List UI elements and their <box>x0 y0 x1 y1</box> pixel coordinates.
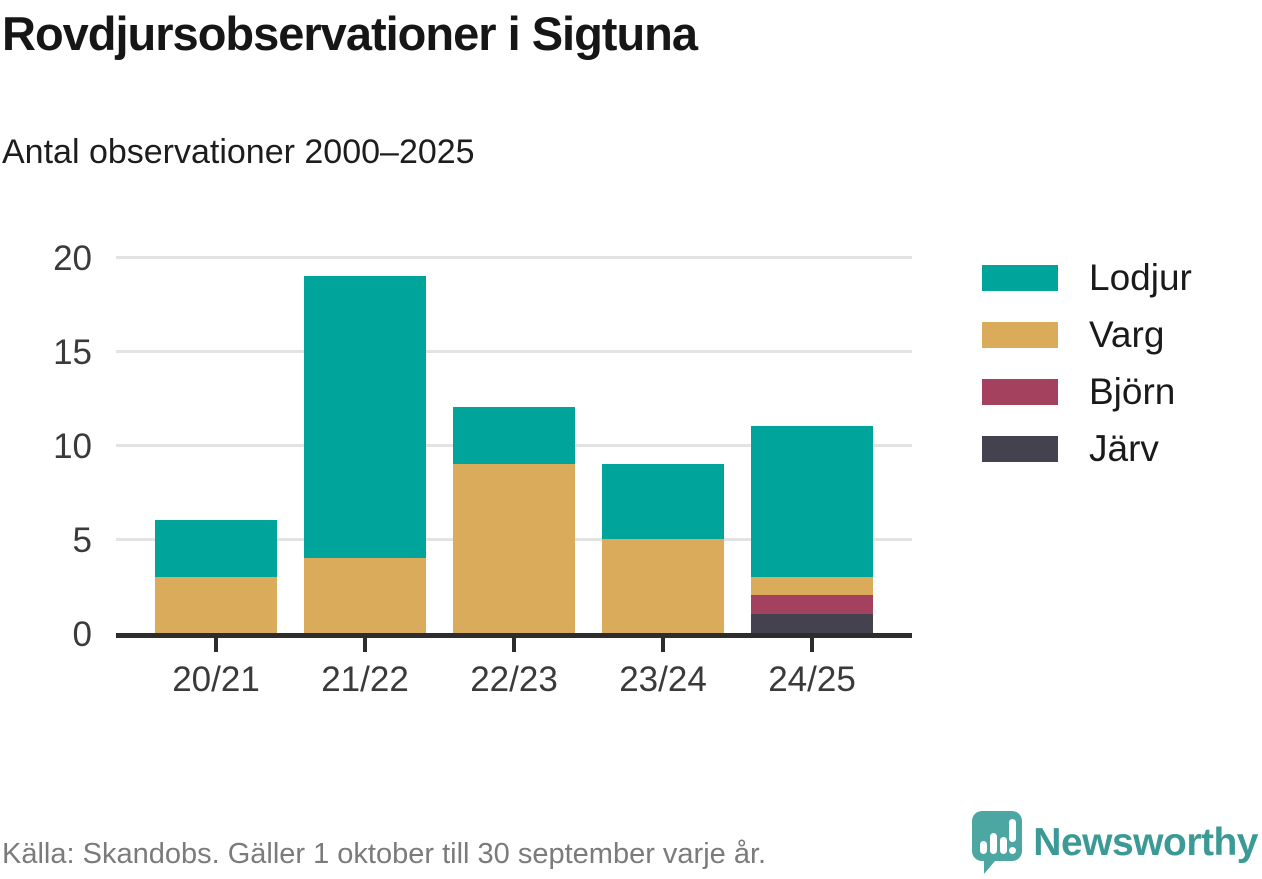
x-axis-tick <box>810 638 814 652</box>
newsworthy-logo-icon <box>972 811 1023 874</box>
newsworthy-brand-text: Newsworthy <box>1033 821 1258 864</box>
x-axis-tick <box>512 638 516 652</box>
bar-segment-varg <box>751 576 873 596</box>
bar-segment-jarv <box>751 614 873 633</box>
gridline-15 <box>116 350 912 353</box>
chart-legend: Lodjur Varg Björn Järv <box>982 256 1192 471</box>
source-note: Källa: Skandobs. Gäller 1 oktober till 3… <box>2 838 767 870</box>
bar-segment-lodjur <box>751 426 873 577</box>
legend-swatch-jarv <box>982 436 1058 462</box>
legend-item-varg: Varg <box>982 313 1192 357</box>
legend-item-lodjur: Lodjur <box>982 256 1192 300</box>
x-axis-line <box>116 633 912 638</box>
x-axis-label: 22/23 <box>470 660 558 699</box>
chart-subtitle: Antal observationer 2000–2025 <box>2 133 475 171</box>
legend-swatch-bjorn <box>982 379 1058 405</box>
y-axis-label: 10 <box>53 427 92 466</box>
legend-item-jarv: Järv <box>982 427 1192 471</box>
x-axis-label: 24/25 <box>768 660 856 699</box>
y-axis-label: 5 <box>72 521 92 560</box>
newsworthy-brand: Newsworthy <box>971 810 1262 876</box>
bar-segment-lodjur <box>304 275 426 558</box>
gridline-20 <box>116 256 912 259</box>
bar-segment-varg <box>602 539 724 633</box>
legend-swatch-varg <box>982 322 1058 348</box>
x-axis-label: 21/22 <box>321 660 409 699</box>
chart-title: Rovdjursobservationer i Sigtuna <box>2 7 698 60</box>
legend-label-lodjur: Lodjur <box>1089 257 1192 298</box>
bar-segment-varg <box>453 463 575 633</box>
legend-item-bjorn: Björn <box>982 370 1192 414</box>
x-axis-label: 20/21 <box>172 660 260 699</box>
y-axis-label: 15 <box>53 333 92 372</box>
legend-label-bjorn: Björn <box>1089 371 1176 412</box>
bar-segment-bjorn <box>751 595 873 615</box>
x-axis-label: 23/24 <box>619 660 707 699</box>
x-axis-tick <box>363 638 367 652</box>
y-axis-label: 0 <box>72 615 92 654</box>
x-axis-tick <box>214 638 218 652</box>
bar-segment-lodjur <box>602 463 724 539</box>
bar-segment-varg <box>155 576 277 633</box>
bar-segment-varg <box>304 557 426 633</box>
legend-label-varg: Varg <box>1089 314 1165 355</box>
bar-segment-lodjur <box>453 407 575 464</box>
legend-label-jarv: Järv <box>1089 428 1159 469</box>
bar-segment-lodjur <box>155 520 277 577</box>
x-axis-tick <box>661 638 665 652</box>
legend-swatch-lodjur <box>982 265 1058 291</box>
y-axis-label: 20 <box>53 239 92 278</box>
